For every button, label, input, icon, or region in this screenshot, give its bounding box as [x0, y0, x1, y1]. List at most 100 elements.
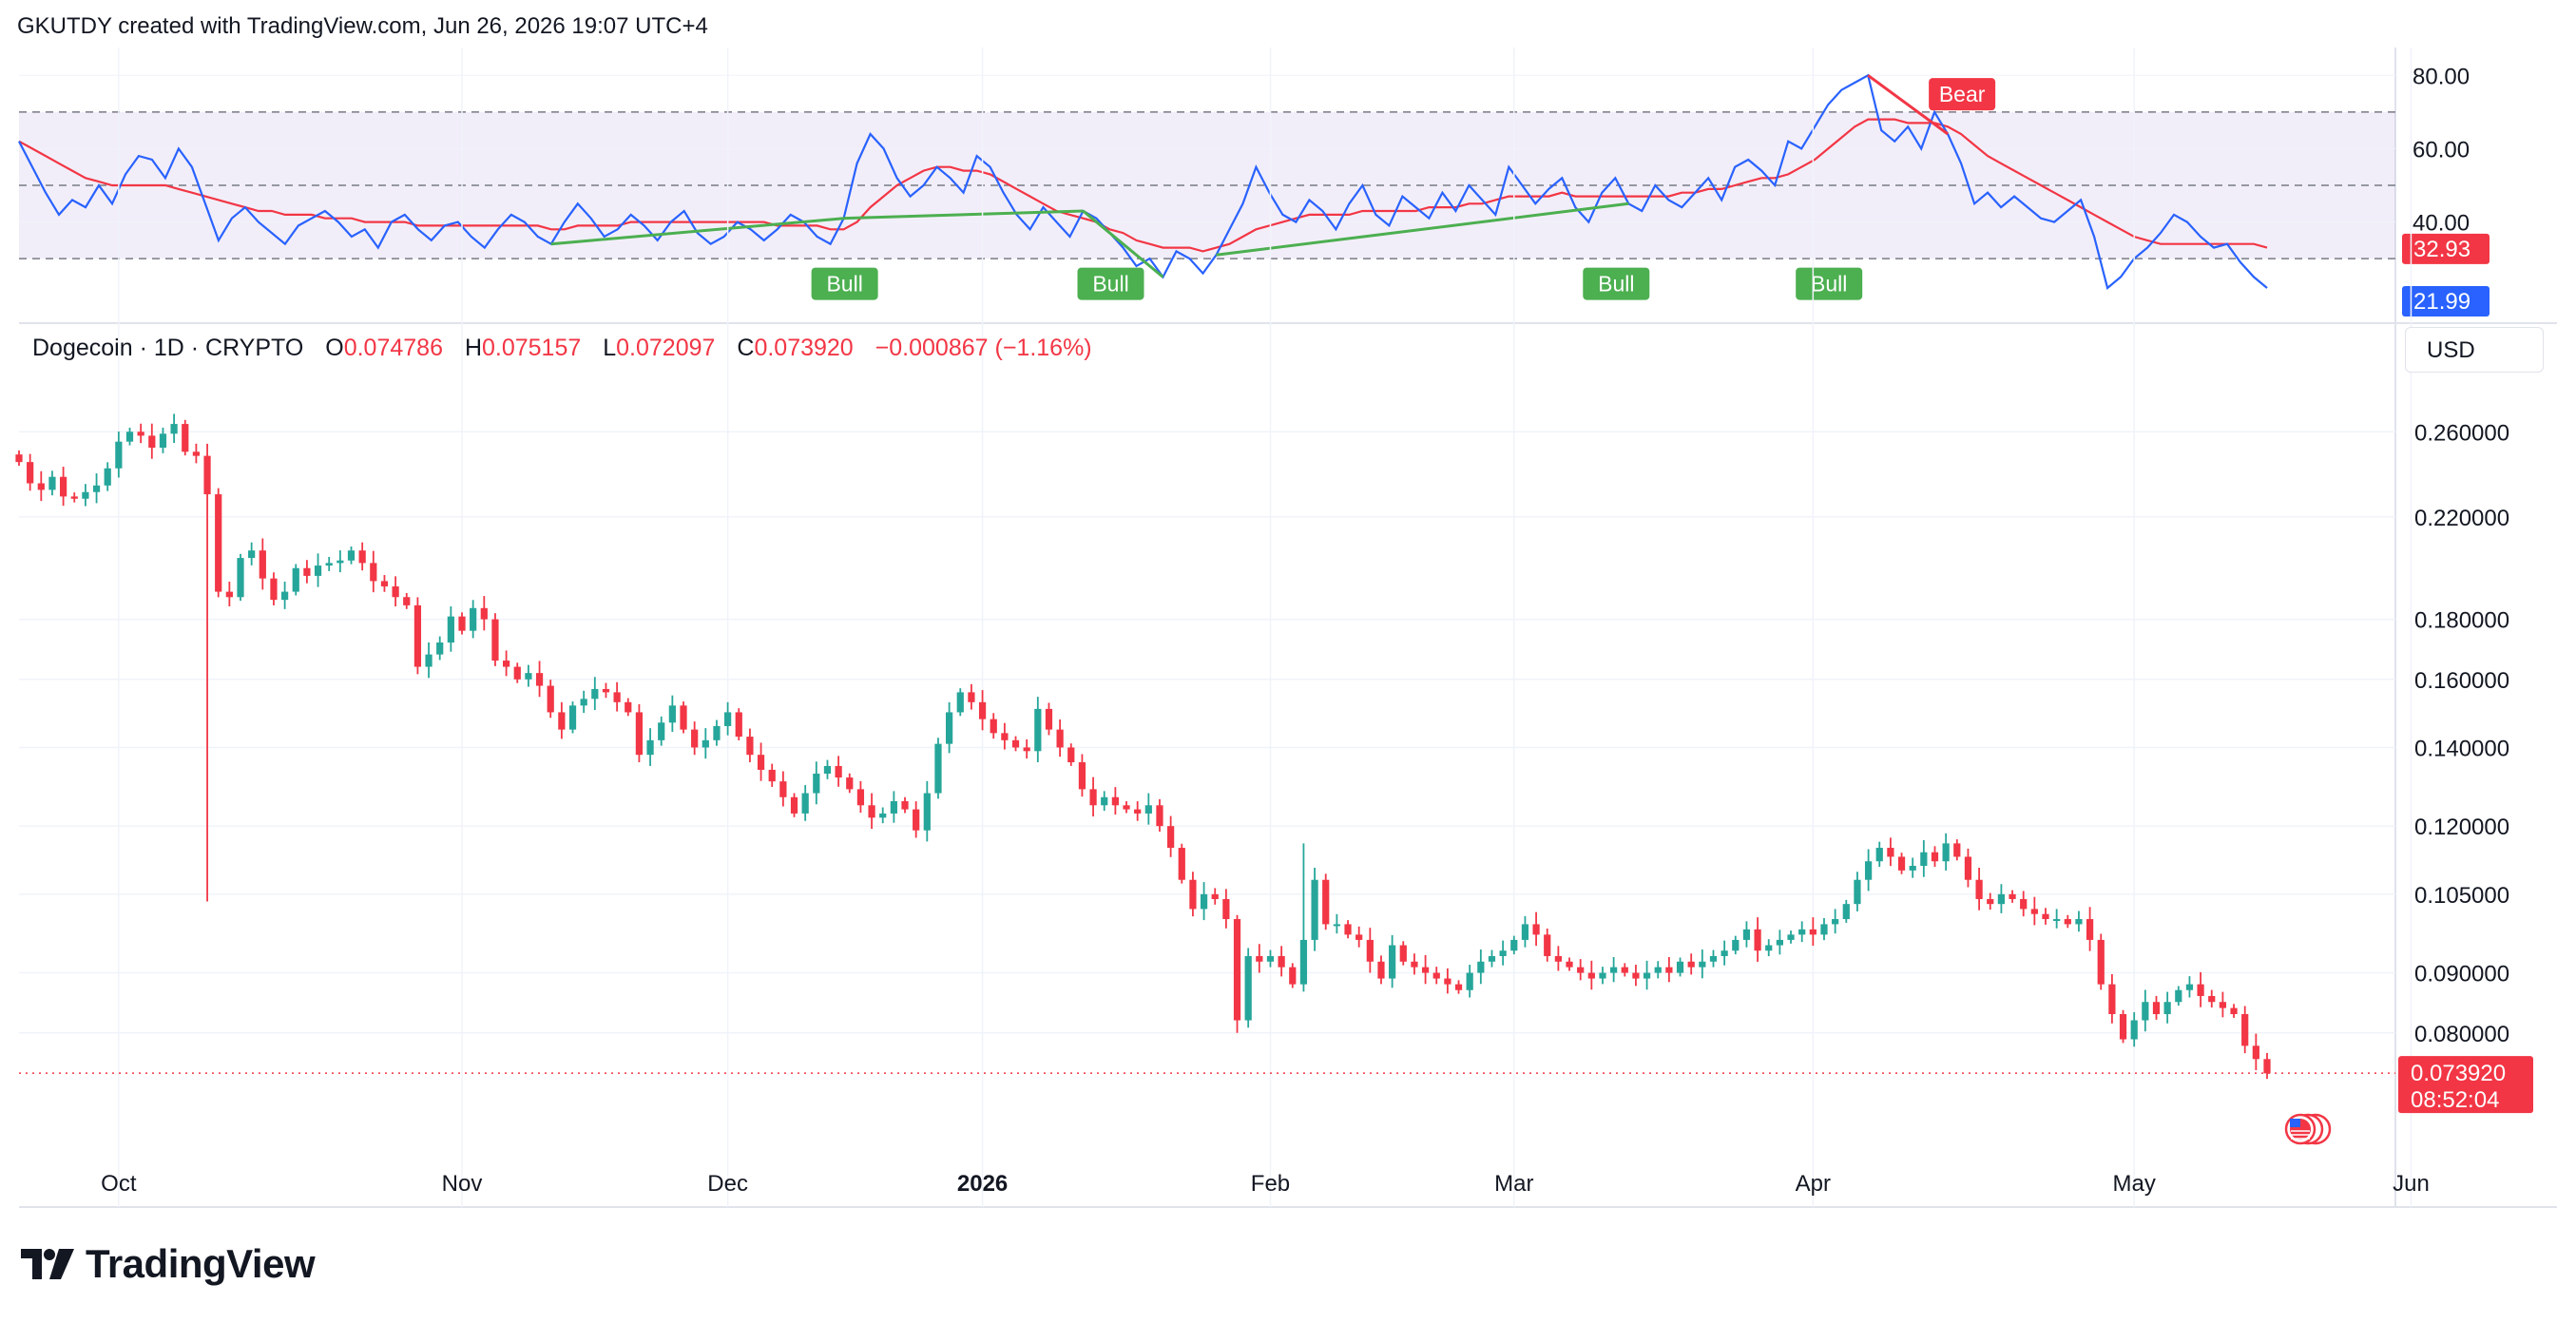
candle-body — [768, 769, 776, 782]
candle-body — [2252, 1045, 2259, 1060]
candle-body — [2208, 995, 2216, 1003]
candle-body — [259, 550, 266, 579]
candle-body — [27, 462, 34, 484]
price-y-tick: 0.180000 — [2414, 608, 2509, 634]
rsi-y-tick: 60.00 — [2413, 137, 2470, 163]
candle-body — [934, 743, 942, 794]
candle-body — [115, 441, 123, 469]
candle-body — [1001, 733, 1009, 740]
candle-body — [403, 597, 411, 605]
candle-body — [336, 560, 344, 564]
candle-body — [1931, 852, 1939, 862]
candle-body — [2230, 1007, 2238, 1015]
divergence-label-box-4 — [1929, 78, 1996, 111]
candle-body — [203, 455, 211, 495]
candle-body — [2020, 898, 2028, 910]
candle-body — [1067, 747, 1075, 763]
chart-caption: GKUTDY created with TradingView.com, Jun… — [17, 13, 708, 39]
candle-body — [1256, 955, 1263, 962]
candle-body — [668, 705, 676, 723]
candle-body — [436, 642, 444, 655]
candle-body — [568, 705, 577, 730]
legend-symbol[interactable]: Dogecoin · 1D · CRYPTO — [32, 335, 304, 361]
rsi-ma-line — [18, 118, 2268, 253]
divergence-label-4: Bear — [1939, 82, 1986, 106]
legend-open-value: 0.074786 — [343, 335, 443, 361]
candle-body — [1798, 929, 1806, 935]
candle-body — [625, 701, 632, 713]
candle-body — [2097, 939, 2105, 985]
candle-body — [835, 765, 842, 778]
candle-body — [602, 688, 610, 693]
candle-body — [923, 793, 931, 831]
candle-body — [1311, 879, 1318, 940]
candle-body — [591, 688, 599, 700]
candle-body — [2263, 1059, 2271, 1074]
candle-body — [1266, 955, 1275, 962]
candle-body — [1278, 955, 1285, 968]
candle-body — [1444, 978, 1451, 985]
candle-body — [1399, 945, 1407, 962]
candle-body — [790, 796, 798, 814]
candle-body — [292, 567, 299, 592]
candle-body — [1389, 945, 1396, 979]
price-y-tick: 0.105000 — [2414, 883, 2509, 909]
candle-body — [1987, 898, 1994, 905]
last-price-tag — [2398, 1056, 2533, 1114]
currency-button[interactable]: USD — [2405, 327, 2544, 373]
candle-body — [2075, 919, 2083, 925]
rsi-ma-value-tag — [2402, 233, 2489, 264]
candle-body — [347, 550, 356, 561]
candle-body — [170, 424, 178, 434]
candle-body — [2053, 919, 2061, 922]
time-tick: Dec — [707, 1171, 748, 1197]
candle-body — [2185, 984, 2194, 990]
candle-body — [2130, 1020, 2138, 1040]
price-y-tick: 0.220000 — [2414, 506, 2509, 531]
legend-close-value: 0.073920 — [754, 335, 854, 361]
symbol-legend: Dogecoin · 1D · CRYPTO O0.074786 H0.0751… — [32, 335, 1107, 362]
candle-body — [1964, 856, 1972, 880]
candle-body — [779, 781, 787, 797]
candle-body — [1411, 961, 1418, 968]
tradingview-logo[interactable]: TradingView — [21, 1241, 316, 1287]
candle-body — [1178, 848, 1185, 880]
candle-body — [1355, 934, 1363, 940]
candle-body — [1709, 955, 1718, 962]
candle-body — [370, 563, 377, 582]
candle-body — [1111, 796, 1119, 806]
divergence-label-0: Bull — [826, 272, 862, 297]
candle-body — [1854, 879, 1861, 905]
candle-body — [2152, 1002, 2161, 1015]
candle-body — [801, 793, 809, 814]
candle-body — [1676, 961, 1684, 973]
candle-body — [1897, 856, 1906, 871]
candle-body — [613, 692, 621, 702]
candle-body — [1809, 929, 1817, 935]
candle-body — [1134, 809, 1142, 814]
candle-body — [491, 619, 499, 662]
candle-body — [502, 661, 510, 667]
candle-body — [215, 494, 222, 592]
candle-body — [1167, 826, 1175, 849]
rsi-ma-value: 32.93 — [2413, 237, 2470, 262]
candle-body — [303, 567, 311, 576]
candle-body — [1842, 904, 1850, 920]
candle-body — [1577, 967, 1585, 973]
candle-body — [1787, 934, 1795, 940]
candle-body — [2108, 984, 2116, 1015]
candle-body — [1621, 967, 1628, 973]
candle-body — [104, 468, 111, 486]
candle-body — [580, 699, 587, 706]
candle-body — [1765, 945, 1773, 951]
candle-body — [1344, 924, 1352, 935]
candle-body — [2241, 1014, 2249, 1046]
legend-change: −0.000867 (−1.16%) — [875, 335, 1092, 361]
candle-body — [1687, 961, 1695, 968]
candle-body — [1034, 708, 1042, 752]
candle-body — [280, 591, 289, 601]
candle-body — [513, 666, 521, 680]
candle-body — [856, 789, 865, 806]
candle-body — [425, 654, 433, 667]
